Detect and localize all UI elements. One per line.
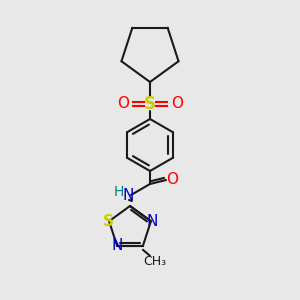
Text: O: O	[171, 97, 183, 112]
Text: S: S	[144, 95, 156, 113]
Text: CH₃: CH₃	[143, 255, 167, 268]
Text: N: N	[146, 214, 158, 229]
Text: O: O	[166, 172, 178, 188]
Text: N: N	[111, 238, 123, 253]
Text: S: S	[103, 214, 114, 229]
Text: O: O	[117, 97, 129, 112]
Text: H: H	[114, 185, 124, 199]
Text: N: N	[122, 188, 134, 203]
